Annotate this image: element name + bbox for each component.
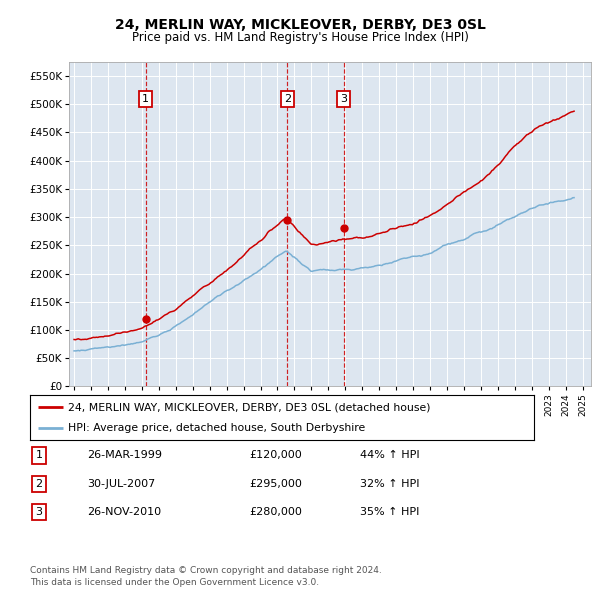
Text: 1: 1 <box>35 451 43 460</box>
Text: £295,000: £295,000 <box>249 479 302 489</box>
Text: Price paid vs. HM Land Registry's House Price Index (HPI): Price paid vs. HM Land Registry's House … <box>131 31 469 44</box>
Text: Contains HM Land Registry data © Crown copyright and database right 2024.
This d: Contains HM Land Registry data © Crown c… <box>30 566 382 587</box>
Text: 26-MAR-1999: 26-MAR-1999 <box>87 451 162 460</box>
Text: 24, MERLIN WAY, MICKLEOVER, DERBY, DE3 0SL (detached house): 24, MERLIN WAY, MICKLEOVER, DERBY, DE3 0… <box>68 402 430 412</box>
Text: £120,000: £120,000 <box>249 451 302 460</box>
Text: 3: 3 <box>340 94 347 104</box>
Text: 1: 1 <box>142 94 149 104</box>
Text: 26-NOV-2010: 26-NOV-2010 <box>87 507 161 517</box>
Text: 35% ↑ HPI: 35% ↑ HPI <box>360 507 419 517</box>
Text: 2: 2 <box>284 94 291 104</box>
Text: HPI: Average price, detached house, South Derbyshire: HPI: Average price, detached house, Sout… <box>68 422 365 432</box>
Text: 24, MERLIN WAY, MICKLEOVER, DERBY, DE3 0SL: 24, MERLIN WAY, MICKLEOVER, DERBY, DE3 0… <box>115 18 485 32</box>
Text: 30-JUL-2007: 30-JUL-2007 <box>87 479 155 489</box>
Text: 3: 3 <box>35 507 43 517</box>
Text: £280,000: £280,000 <box>249 507 302 517</box>
Text: 32% ↑ HPI: 32% ↑ HPI <box>360 479 419 489</box>
Text: 44% ↑ HPI: 44% ↑ HPI <box>360 451 419 460</box>
Text: 2: 2 <box>35 479 43 489</box>
